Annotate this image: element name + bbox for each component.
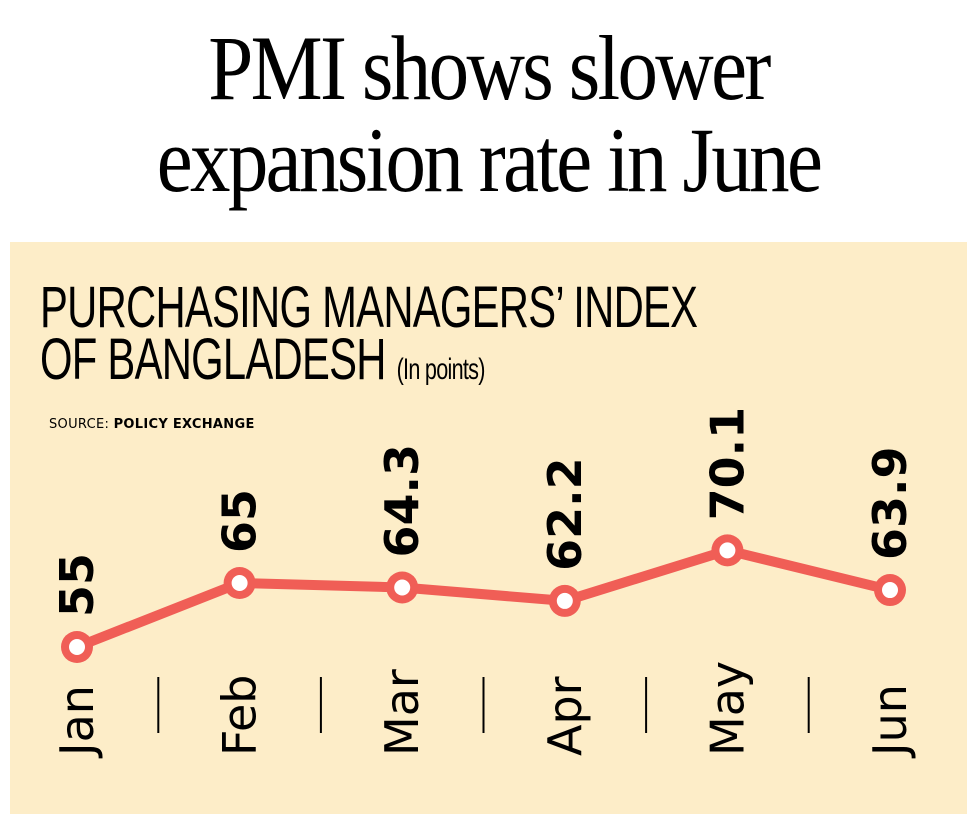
data-point-marker: [69, 639, 85, 655]
x-tick-label: Feb: [213, 675, 267, 756]
data-point-marker: [882, 582, 898, 599]
data-point-marker: [719, 542, 736, 559]
data-point-marker: [394, 579, 411, 596]
chart-title-line-1: PURCHASING MANAGERS’ INDEX: [40, 275, 698, 340]
x-tick-label: Mar: [375, 669, 429, 756]
chart-source: SOURCE: POLICY EXCHANGE: [49, 417, 255, 432]
headline: PMI shows slower expansion rate in June: [59, 22, 919, 206]
data-label: 65: [213, 489, 267, 553]
source-label: SOURCE:: [49, 417, 110, 432]
data-label: 64.3: [375, 444, 429, 558]
data-label: 63.9: [863, 447, 917, 561]
x-tick-label: Jun: [863, 684, 917, 759]
data-point-marker: [556, 592, 573, 609]
data-label: 70.1: [700, 407, 754, 521]
headline-line-2: expansion rate in June: [156, 109, 823, 211]
x-tick-label: Jan: [50, 685, 104, 759]
chart-unit: (In points): [396, 353, 486, 386]
data-label: 62.2: [538, 457, 592, 571]
source-name: POLICY EXCHANGE: [113, 417, 255, 432]
chart-title-line-2: OF BANGLADESH: [40, 327, 386, 392]
data-label: 55: [50, 553, 104, 617]
headline-line-1: PMI shows slower: [208, 17, 771, 119]
x-tick-label: May: [700, 661, 754, 756]
chart-panel: [10, 242, 967, 814]
series-line: [75, 545, 892, 652]
chart-title: PURCHASING MANAGERS’ INDEX OF BANGLADESH…: [40, 275, 698, 396]
data-point-marker: [231, 575, 248, 591]
x-tick-label: Apr: [538, 676, 592, 756]
